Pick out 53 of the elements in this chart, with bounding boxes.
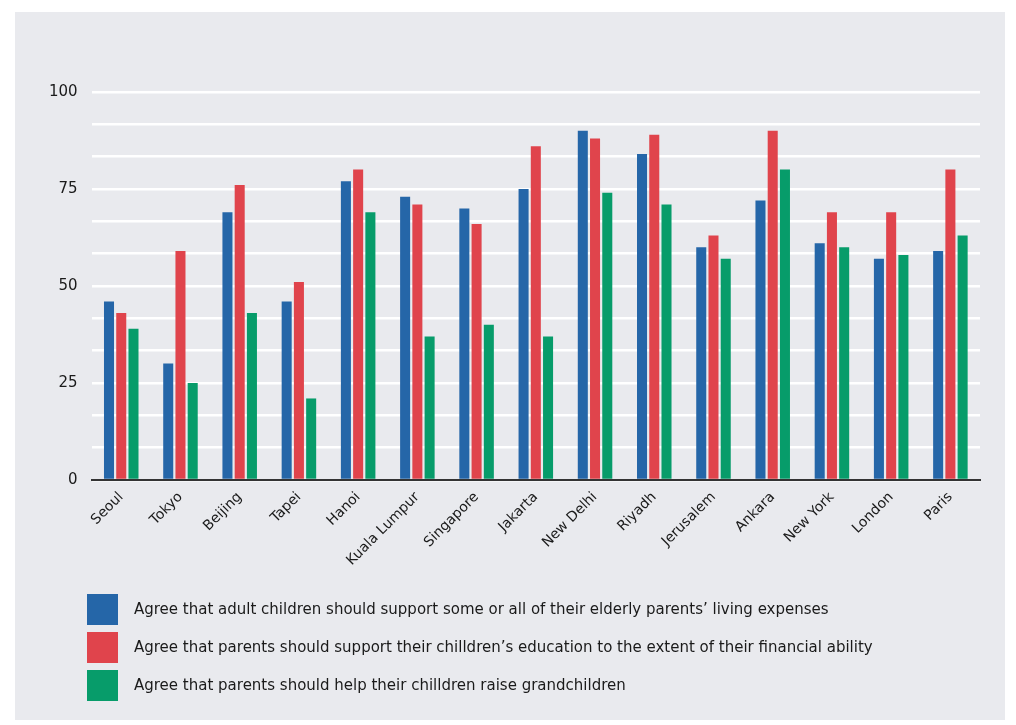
y-tick-label: 25 xyxy=(58,372,78,391)
bar xyxy=(886,212,897,479)
bar xyxy=(814,243,825,479)
bar xyxy=(365,212,376,479)
bar xyxy=(577,130,588,479)
bar xyxy=(590,138,601,479)
bar xyxy=(933,251,944,479)
bar xyxy=(187,382,198,479)
bar xyxy=(424,336,435,479)
bar xyxy=(696,247,707,479)
bar xyxy=(483,324,494,479)
bar xyxy=(530,146,541,479)
bar xyxy=(128,328,139,479)
bar xyxy=(459,208,470,479)
bar xyxy=(957,235,968,479)
bar xyxy=(602,192,613,479)
bar xyxy=(839,247,850,479)
bar xyxy=(826,212,837,479)
bar xyxy=(340,181,351,479)
bar xyxy=(306,398,317,479)
bar xyxy=(945,169,956,479)
y-tick-label: 100 xyxy=(48,81,78,100)
bar xyxy=(898,254,909,479)
bar xyxy=(767,130,778,479)
bar xyxy=(779,169,790,479)
bar xyxy=(246,313,257,479)
bar xyxy=(281,301,292,479)
bar xyxy=(353,169,364,479)
bar xyxy=(293,282,304,479)
bar xyxy=(103,301,115,479)
legend-label: Agree that parents should help their chilldren raise grandchildren xyxy=(134,676,626,694)
bar xyxy=(543,336,554,479)
bar xyxy=(412,204,423,479)
y-tick-label: 50 xyxy=(58,275,78,294)
bar xyxy=(755,200,766,479)
bar xyxy=(400,196,411,479)
bar xyxy=(222,212,233,479)
bar xyxy=(471,223,482,479)
bar xyxy=(708,235,719,479)
bar xyxy=(234,185,245,479)
bar xyxy=(720,258,731,479)
bar xyxy=(649,134,660,479)
bar xyxy=(637,154,648,479)
legend-label: Agree that parents should support their chilldren’s education to the extent of their financial ability xyxy=(134,638,873,656)
bar xyxy=(163,363,174,479)
bar xyxy=(116,313,127,479)
y-tick-label: 75 xyxy=(58,178,78,197)
bar xyxy=(873,258,884,479)
y-tick-label: 0 xyxy=(68,469,78,488)
bar xyxy=(661,204,672,479)
bar xyxy=(175,251,186,479)
legend-label: Agree that adult children should support some or all of their elderly parents’ living expenses xyxy=(134,600,829,618)
bar xyxy=(518,188,529,479)
